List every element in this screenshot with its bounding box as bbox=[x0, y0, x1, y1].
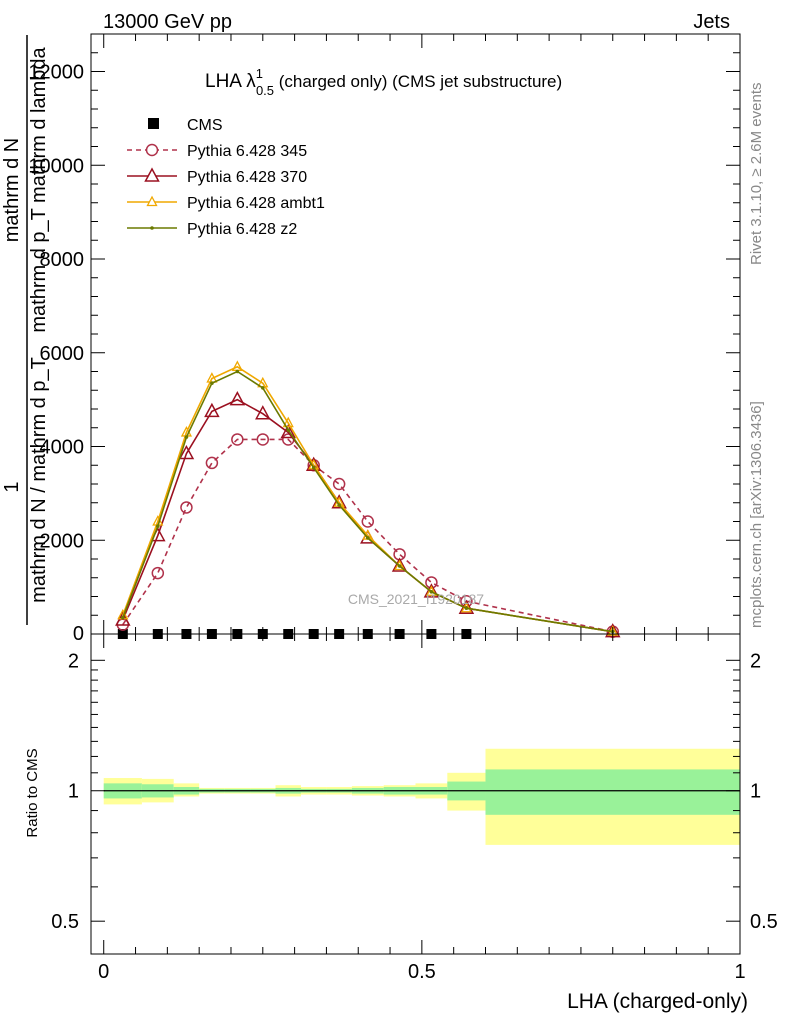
ratio-y-tick-label-left: 2 bbox=[68, 650, 79, 672]
legend-square-icon bbox=[148, 118, 159, 129]
data-point-dot bbox=[365, 536, 370, 540]
x-axis-label: LHA (charged-only) bbox=[567, 990, 748, 1013]
ratio-y-tick-label-right: 1 bbox=[750, 781, 761, 803]
data-point-dot bbox=[235, 369, 240, 374]
main-y-label-num: mathrm d N bbox=[1, 138, 23, 242]
legend-label: Pythia 6.428 ambt1 bbox=[187, 195, 325, 212]
legend-entry: Pythia 6.428 ambt1 bbox=[127, 195, 325, 212]
side-text-bottom: mcplots.cern.ch [arXiv:1306.3436] bbox=[748, 401, 765, 628]
data-point-dot bbox=[184, 435, 189, 439]
main-y-label-den-lead: mathrm d N / mathrm d p_T bbox=[28, 357, 50, 603]
legend-entry: Pythia 6.428 370 bbox=[127, 167, 307, 186]
main-title: LHA λ1 0.5 (charged only) (CMS jet substr… bbox=[205, 66, 562, 98]
data-point-circle bbox=[205, 456, 219, 470]
x-tick-label: 1 bbox=[734, 961, 745, 983]
main-plot: 2000 4000 6000 8000 10000 12000 0 LHA λ1 0.5 (c… bbox=[28, 33, 741, 645]
ratio-y-label: Ratio to CMS bbox=[24, 748, 41, 837]
side-text-top: Rivet 3.1.10, ≥ 2.6M events bbox=[748, 83, 765, 266]
legend-label: Pythia 6.428 370 bbox=[187, 169, 307, 186]
ratio-axes: 0.5 0.5 1 1 2 2 0 0.5 1 bbox=[51, 634, 778, 983]
data-point-circle bbox=[256, 433, 270, 446]
ratio-bands-layer bbox=[103, 748, 740, 845]
main-y-tick-label: 6000 bbox=[40, 343, 85, 365]
data-point-dot bbox=[311, 465, 316, 470]
data-point-triangle bbox=[423, 583, 440, 598]
legend-label: Pythia 6.428 z2 bbox=[187, 221, 297, 238]
main-y-tick-label: 4000 bbox=[40, 437, 85, 459]
data-point-dot bbox=[464, 606, 469, 611]
main-y-tick-label: 2000 bbox=[40, 530, 85, 552]
series-line bbox=[122, 370, 613, 633]
ratio-inner-band bbox=[485, 769, 740, 815]
legend-entry: CMS bbox=[148, 117, 223, 134]
legend-label: CMS bbox=[187, 117, 223, 134]
legend: CMS Pythia 6.428 345 Pythia 6.428 370 Pythi… bbox=[127, 117, 325, 238]
data-point-circle bbox=[361, 515, 375, 528]
ratio-plot-frame bbox=[90, 633, 741, 955]
legend-circle-icon bbox=[145, 143, 159, 157]
main-y-tick-label: 0 bbox=[73, 623, 84, 645]
main-y-label-den: mathrm d p_T mathrm d lambda bbox=[28, 46, 50, 332]
series-line bbox=[122, 438, 613, 633]
data-point-triangle bbox=[229, 391, 246, 406]
main-title-sup: 1 bbox=[256, 66, 263, 81]
data-point-circle bbox=[332, 477, 346, 491]
legend-dot-icon bbox=[150, 226, 154, 230]
data-point-triangle-small bbox=[394, 559, 406, 571]
data-point-dot bbox=[397, 564, 402, 568]
x-tick-label: 0.5 bbox=[408, 961, 436, 983]
legend-entry: Pythia 6.428 345 bbox=[127, 143, 307, 160]
main-y-label: 1 mathrm d N mathrm d N / mathrm d p_T m… bbox=[1, 35, 50, 625]
data-point-dot bbox=[429, 590, 434, 594]
ratio-y-tick-label-right: 0.5 bbox=[750, 911, 778, 933]
data-point-dot bbox=[121, 615, 125, 620]
main-y-tick-label: 12000 bbox=[28, 62, 84, 84]
series-pythia-6-428-z2 bbox=[121, 369, 615, 634]
data-point-triangle bbox=[331, 494, 347, 509]
data-point-triangle bbox=[280, 423, 297, 439]
legend-label: Pythia 6.428 345 bbox=[187, 143, 307, 160]
data-point-triangle bbox=[305, 456, 322, 471]
x-tick-label: 0 bbox=[98, 961, 109, 983]
header-right: Jets bbox=[693, 11, 730, 33]
data-point-circle bbox=[180, 501, 193, 514]
ratio-y-tick-label-left: 1 bbox=[68, 781, 79, 803]
main-title-sub: 0.5 bbox=[256, 83, 274, 98]
legend-triangle-icon bbox=[144, 167, 160, 182]
ratio-y-tick-label-right: 2 bbox=[750, 650, 761, 672]
data-point-triangle-small bbox=[282, 416, 294, 428]
ratio-plot: 0.5 0.5 1 1 2 2 0 0.5 1 Ratio to CMS LHA (charge… bbox=[24, 633, 778, 1013]
data-point-triangle bbox=[204, 402, 220, 418]
main-title-suffix: (charged only) (CMS jet substructure) bbox=[274, 72, 562, 91]
data-point-dot bbox=[260, 386, 265, 390]
main-title-prefix: LHA λ bbox=[205, 71, 256, 92]
data-point-dot bbox=[337, 503, 341, 507]
main-y-tick-label: 8000 bbox=[40, 249, 85, 271]
data-point-dot bbox=[210, 381, 214, 386]
legend-entry: Pythia 6.428 z2 bbox=[127, 221, 297, 238]
ratio-y-tick-label-left: 0.5 bbox=[51, 911, 79, 933]
data-point-triangle-small bbox=[425, 585, 437, 596]
main-y-label-lead-num: 1 bbox=[1, 481, 23, 492]
data-point-triangle bbox=[255, 405, 271, 420]
data-point-circle bbox=[231, 433, 244, 446]
data-point-dot bbox=[286, 428, 291, 432]
main-y-tick-label: 10000 bbox=[28, 155, 84, 177]
main-axes: 2000 4000 6000 8000 10000 12000 0 bbox=[28, 34, 741, 645]
data-point-circle bbox=[151, 566, 165, 580]
data-point-triangle bbox=[178, 444, 195, 460]
watermark: CMS_2021_I1920187 bbox=[348, 591, 484, 607]
data-point-triangle bbox=[391, 557, 408, 572]
header-left: 13000 GeV pp bbox=[103, 11, 232, 33]
legend-triangle-small-icon bbox=[146, 195, 158, 207]
data-point-dot bbox=[156, 524, 160, 528]
